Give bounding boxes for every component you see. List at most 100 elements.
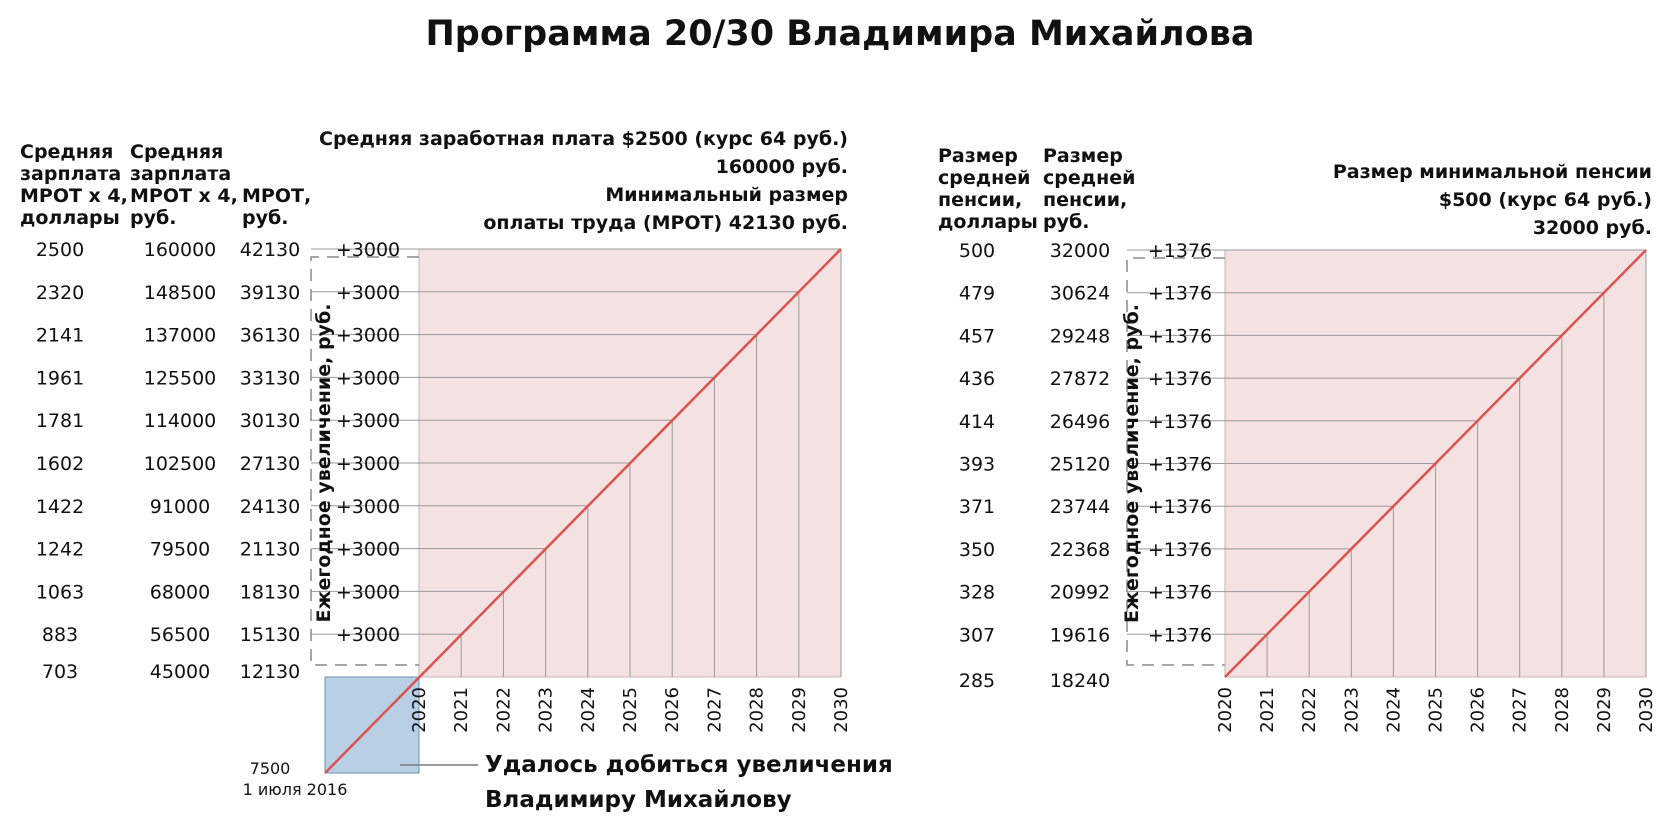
table-cell: 457: [959, 325, 995, 347]
table-cell: 1422: [36, 496, 84, 518]
x-tick-label: 2021: [451, 687, 472, 733]
increase-label: +1376: [1148, 582, 1212, 604]
table-cell: 1781: [36, 410, 84, 432]
x-tick-label: 2030: [831, 687, 852, 733]
table-cell: 703: [42, 661, 78, 683]
table-cell: 148500: [144, 282, 217, 304]
table-cell: 125500: [144, 367, 217, 389]
page-title: Программа 20/30 Владимира Михайлова: [425, 14, 1255, 54]
table-cell: 32000: [1050, 240, 1110, 262]
table-cell: 307: [959, 624, 995, 646]
column-header: МРОТ, руб.: [242, 185, 311, 229]
increase-label: +1376: [1148, 240, 1212, 262]
x-tick-label: 2024: [1383, 687, 1404, 733]
table-cell: 36130: [240, 325, 300, 347]
table-cell: 137000: [144, 325, 217, 347]
x-tick-label: 2026: [662, 687, 683, 733]
achieved-caption: Владимиру Михайлову: [485, 787, 792, 813]
x-tick-label: 2025: [620, 687, 641, 733]
increase-label: +1376: [1148, 411, 1212, 433]
table-cell: 56500: [150, 624, 210, 646]
table-cell: 91000: [150, 496, 210, 518]
table-cell: 12130: [240, 661, 300, 683]
x-tick-label: 2020: [409, 687, 430, 733]
table-cell: 18130: [240, 581, 300, 603]
annotation-line: Средняя заработная плата $2500 (курс 64 …: [319, 128, 848, 150]
table-cell: 19616: [1050, 624, 1110, 646]
annotation-line: Размер минимальной пенсии: [1333, 161, 1652, 183]
increase-bracket: [310, 256, 419, 666]
x-tick-label: 2022: [493, 687, 514, 733]
annotation-line: $500 (курс 64 руб.): [1439, 189, 1652, 211]
x-tick-label: 2023: [1341, 687, 1362, 733]
table-cell: 24130: [240, 496, 300, 518]
table-cell: 30130: [240, 410, 300, 432]
x-tick-label: 2028: [747, 687, 768, 733]
table-cell: 883: [42, 624, 78, 646]
increase-label: +3000: [336, 239, 400, 261]
table-cell: 1961: [36, 367, 84, 389]
increase-label: +3000: [336, 282, 400, 304]
series-line: [1224, 249, 1647, 678]
start-date: 1 июля 2016: [243, 780, 348, 799]
table-cell: 393: [959, 454, 995, 476]
table-cell: 20992: [1050, 582, 1110, 604]
x-tick-label: 2027: [704, 687, 725, 733]
x-tick-label: 2021: [1257, 687, 1278, 733]
table-cell: 436: [959, 368, 995, 390]
table-cell: 26496: [1050, 411, 1110, 433]
table-cell: 33130: [240, 367, 300, 389]
table-cell: 23744: [1050, 496, 1110, 518]
increase-label: +3000: [336, 410, 400, 432]
increase-label: +1376: [1148, 539, 1212, 561]
increase-label: +1376: [1148, 325, 1212, 347]
table-cell: 22368: [1050, 539, 1110, 561]
x-tick-label: 2022: [1299, 687, 1320, 733]
table-cell: 114000: [144, 410, 217, 432]
table-cell: 79500: [150, 539, 210, 561]
increase-label: +3000: [336, 367, 400, 389]
table-cell: 328: [959, 582, 995, 604]
x-tick-label: 2026: [1468, 687, 1489, 733]
table-cell: 2500: [36, 239, 84, 261]
table-cell: 1242: [36, 539, 84, 561]
increase-label: +1376: [1148, 454, 1212, 476]
increase-label: +3000: [336, 581, 400, 603]
annotation-line: Минимальный размер: [605, 184, 848, 206]
x-tick-label: 2029: [1594, 687, 1615, 733]
annotation-line: оплаты труда (МРОТ) 42130 руб.: [483, 212, 848, 234]
column-header: Средняя зарплата МРОТ х 4, доллары: [20, 141, 128, 229]
x-tick-label: 2030: [1636, 687, 1657, 733]
table-cell: 42130: [240, 239, 300, 261]
table-cell: 1063: [36, 581, 84, 603]
table-cell: 2141: [36, 325, 84, 347]
table-cell: 2320: [36, 282, 84, 304]
series-line: [324, 248, 842, 774]
table-cell: 21130: [240, 539, 300, 561]
table-cell: 479: [959, 283, 995, 305]
x-tick-label: 2020: [1215, 687, 1236, 733]
increase-axis-label: Ежегодное увеличение, руб.: [313, 304, 335, 623]
start-value: 7500: [250, 759, 291, 778]
table-cell: 45000: [150, 661, 210, 683]
table-cell: 371: [959, 496, 995, 518]
increase-label: +1376: [1148, 368, 1212, 390]
table-cell: 27872: [1050, 368, 1110, 390]
x-tick-label: 2028: [1552, 687, 1573, 733]
table-cell: 25120: [1050, 454, 1110, 476]
annotation-line: 160000 руб.: [716, 156, 848, 178]
table-cell: 160000: [144, 239, 217, 261]
table-cell: 285: [959, 670, 995, 692]
column-header: Размер средней пенсии, руб.: [1043, 145, 1135, 233]
increase-label: +3000: [336, 539, 400, 561]
chart-mrot: 2020 2021 2022 2023 2024 2025 2026 2027 2028 2029…: [20, 128, 893, 813]
x-tick-label: 2029: [789, 687, 810, 733]
x-tick-label: 2024: [578, 687, 599, 733]
table-cell: 15130: [240, 624, 300, 646]
increase-label: +1376: [1148, 283, 1212, 305]
annotation-line: 32000 руб.: [1533, 217, 1652, 239]
table-cell: 27130: [240, 453, 300, 475]
table-cell: 414: [959, 411, 995, 433]
table-cell: 39130: [240, 282, 300, 304]
